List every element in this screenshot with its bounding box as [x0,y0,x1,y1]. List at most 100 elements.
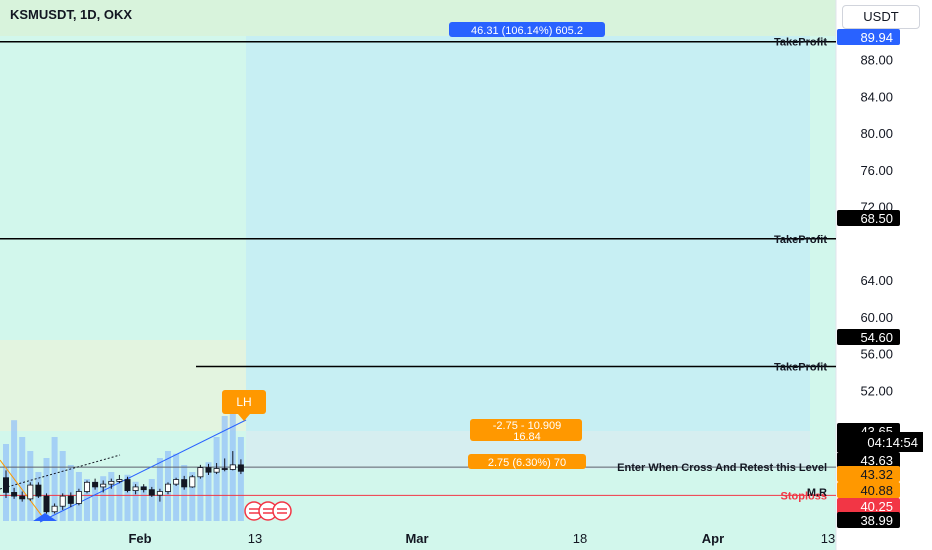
candle-body [132,486,139,491]
candle-body [27,484,34,500]
pattern-drawing: LH [0,390,266,523]
price-tick-label: 56.00 [860,347,893,362]
price-tag-text: 40.88 [860,483,893,498]
risk-reward-target-zone [246,36,810,431]
candle-body [100,483,107,488]
candle-body [108,480,115,485]
candle-body [173,479,180,485]
price-axis-ticks: 88.0084.0080.0076.0072.0064.0060.0056.00… [860,53,893,436]
time-axis-ticks: Feb 13 Mar 18 Apr 13 [128,531,835,546]
candle-body [237,464,244,472]
stop-stats-box [468,454,586,469]
candle-body [124,479,131,491]
candle-body [189,476,196,488]
price-tag-bg [837,29,900,45]
price-tick-label: 76.00 [860,163,893,178]
candle-body [148,489,155,496]
takeprofit-label: TakeProfit [774,234,827,246]
volume-bar [59,451,66,521]
candle-body [205,467,212,473]
volume-bar [19,437,26,521]
volume-bar [100,476,107,521]
candle-body [140,486,147,491]
currency-selector[interactable]: USDT [842,5,920,29]
time-tick-label: Apr [702,531,724,546]
candle-body [3,477,9,493]
price-tag-text: 54.60 [860,330,893,345]
candle-body [213,468,220,473]
volume-bar [205,462,212,521]
volume-bar [213,437,220,521]
ratio-box [470,419,582,441]
lh-label-pointer [238,414,250,421]
target-stats-box [449,22,605,37]
time-tick-label: Mar [405,531,428,546]
candle-body [116,479,123,482]
position-labels: 46.31 (106.14%) 605.2 2.75 (6.30%) 70 -2.7… [449,22,605,469]
price-tag-text: 43.63 [860,453,893,468]
volume-bar [84,479,90,521]
symbol-title: KSMUSDT, 1D, OKX [10,7,133,22]
price-tag-bg [837,210,900,226]
volume-bar [173,453,180,521]
time-tick-label: 13 [821,531,835,546]
candle-body [164,483,171,492]
countdown-text: 04:14:54 [867,435,918,450]
wedge-line-orange [0,459,46,521]
us-event-flag-icon[interactable] [272,501,292,521]
candle-body [35,484,42,497]
price-tag-bg [837,329,900,345]
candle-body [156,491,163,496]
volume-bar [140,486,147,521]
volume-bar [43,458,50,521]
volume-bar [181,465,188,521]
candle-body [229,464,236,470]
time-tick-label: 13 [248,531,262,546]
volume-bar [148,479,155,521]
target-stats-text: 46.31 (106.14%) 605.2 [471,25,583,37]
candle-body [181,479,188,488]
volume-bar [51,437,58,521]
time-tick-label: 18 [573,531,587,546]
takeprofit-label: TakeProfit [774,37,827,49]
candle-body [59,495,66,507]
price-tag-text: 43.32 [860,467,893,482]
volume-bar [92,481,99,521]
volume-bar [237,437,244,521]
stoploss-label: Stoploss [781,490,827,502]
mr-label: M.R [807,487,827,499]
volume-bar [108,472,115,521]
price-tag-text: 40.25 [860,499,893,514]
price-tag-text: 38.99 [860,513,893,528]
candle-body [67,495,74,504]
takeprofit-label: TakeProfit [774,362,827,374]
time-tick-label: Feb [128,531,151,546]
candle-body [51,505,58,513]
volume-bar [132,481,139,521]
candle-body [84,481,91,492]
price-tick-label: 64.00 [860,273,893,288]
top-tint-zone [0,0,836,36]
candle-body [75,491,82,504]
candle-body [43,495,50,513]
price-tag-bg [837,482,900,498]
volume-bar [197,467,204,521]
candle-body [11,492,18,497]
ratio-text-line1: -2.75 - 10.909 [493,420,562,432]
entry-label: Enter When Cross And Retest this Level [617,462,827,474]
candle-body [197,467,204,478]
countdown-tag-bg [837,432,923,452]
price-tag-bg [837,466,900,482]
price-tick-label: 60.00 [860,310,893,325]
price-tick-label: 84.00 [860,89,893,104]
level-lines: TakeProfit TakeProfit TakeProfit Enter When… [0,37,836,502]
price-tag-bg [837,498,900,514]
lh-label-box [222,390,266,414]
lh-label-text: LH [236,395,251,409]
wedge-line-lower [39,419,247,523]
trend-line-dotted [0,454,121,490]
volume-bar [124,474,131,521]
candle-body [221,468,228,470]
event-flags[interactable] [244,501,292,521]
